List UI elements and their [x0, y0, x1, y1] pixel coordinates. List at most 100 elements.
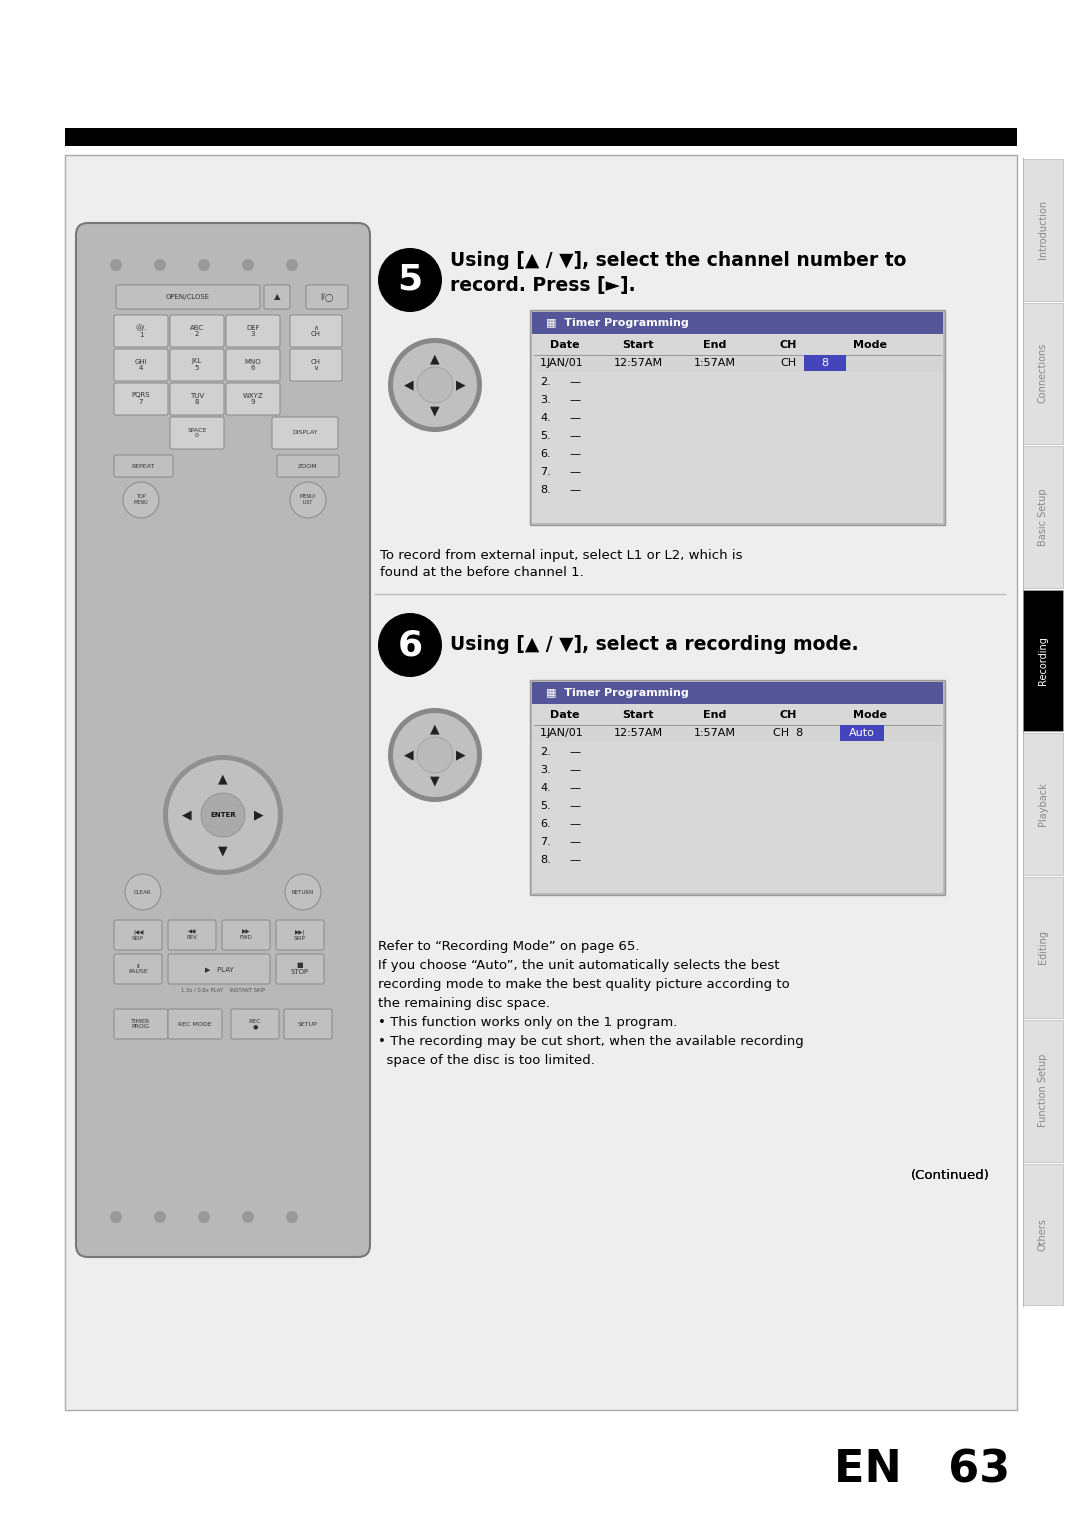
FancyBboxPatch shape — [276, 953, 324, 984]
Text: To record from external input, select L1 or L2, which is: To record from external input, select L1… — [380, 549, 743, 561]
Text: —: — — [569, 468, 581, 477]
Text: TIMER
PROG.: TIMER PROG. — [131, 1019, 151, 1030]
FancyBboxPatch shape — [168, 953, 270, 984]
Text: ENTER: ENTER — [211, 811, 235, 817]
Text: CH: CH — [780, 358, 796, 368]
Bar — [804, 354, 846, 371]
Text: 8: 8 — [822, 358, 828, 368]
Bar — [1023, 1021, 1063, 1161]
Bar — [1023, 877, 1063, 1018]
Circle shape — [123, 481, 159, 518]
Text: ZOOM: ZOOM — [298, 463, 318, 469]
Circle shape — [125, 874, 161, 911]
Text: ▲: ▲ — [218, 773, 228, 785]
Text: Mode: Mode — [853, 711, 887, 720]
Text: CH
∨: CH ∨ — [311, 359, 321, 371]
Text: PQRS
7: PQRS 7 — [132, 393, 150, 405]
Circle shape — [198, 260, 210, 270]
Text: TOP
MENU: TOP MENU — [134, 494, 148, 504]
FancyBboxPatch shape — [291, 315, 342, 347]
FancyBboxPatch shape — [272, 417, 338, 449]
Text: ABC
2: ABC 2 — [190, 324, 204, 338]
Circle shape — [163, 755, 283, 876]
Text: 8.: 8. — [540, 484, 551, 495]
Text: 1.: 1. — [540, 727, 551, 738]
Bar — [1023, 733, 1063, 874]
Text: 1:57AM: 1:57AM — [694, 727, 735, 738]
Text: 5: 5 — [397, 263, 422, 296]
FancyBboxPatch shape — [168, 1008, 222, 1039]
Text: Editing: Editing — [1038, 931, 1048, 964]
Text: (Continued): (Continued) — [912, 1169, 990, 1181]
Bar — [532, 724, 943, 743]
Text: CH: CH — [780, 711, 797, 720]
Text: ▦  Timer Programming: ▦ Timer Programming — [546, 318, 689, 329]
Circle shape — [168, 759, 278, 869]
Text: 7.: 7. — [540, 837, 551, 847]
FancyBboxPatch shape — [114, 384, 168, 416]
Text: 4.: 4. — [540, 413, 551, 423]
Bar — [532, 312, 943, 335]
FancyBboxPatch shape — [276, 455, 339, 477]
Text: EN   63: EN 63 — [834, 1449, 1010, 1491]
Text: REC MODE: REC MODE — [178, 1022, 212, 1027]
Text: Refer to “Recording Mode” on page 65.: Refer to “Recording Mode” on page 65. — [378, 940, 639, 953]
Bar — [532, 354, 943, 371]
Circle shape — [198, 1212, 210, 1222]
Circle shape — [110, 260, 122, 270]
FancyBboxPatch shape — [114, 455, 173, 477]
Bar — [1023, 159, 1063, 301]
Text: Recording: Recording — [1038, 636, 1048, 685]
Text: 3.: 3. — [540, 396, 551, 405]
FancyBboxPatch shape — [291, 348, 342, 380]
Text: ▲: ▲ — [430, 723, 440, 735]
Text: Using [▲ / ▼], select a recording mode.: Using [▲ / ▼], select a recording mode. — [450, 636, 859, 654]
Text: —: — — [569, 377, 581, 387]
Text: Mode: Mode — [853, 341, 887, 350]
FancyBboxPatch shape — [276, 920, 324, 950]
Text: ■
STOP: ■ STOP — [291, 963, 309, 975]
FancyBboxPatch shape — [116, 286, 260, 309]
Bar — [65, 154, 1017, 1410]
Bar — [532, 312, 943, 523]
FancyBboxPatch shape — [114, 920, 162, 950]
Text: ▼: ▼ — [218, 845, 228, 857]
Circle shape — [154, 1212, 166, 1222]
Text: —: — — [569, 837, 581, 847]
Text: ▼: ▼ — [430, 405, 440, 417]
Text: OPEN/CLOSE: OPEN/CLOSE — [166, 293, 210, 299]
FancyBboxPatch shape — [168, 920, 216, 950]
Text: End: End — [703, 341, 727, 350]
Text: —: — — [569, 396, 581, 405]
Text: ◀: ◀ — [404, 379, 414, 391]
Text: recording mode to make the best quality picture according to: recording mode to make the best quality … — [378, 978, 789, 992]
Text: TUV
8: TUV 8 — [190, 393, 204, 405]
Text: Using [▲ / ▼], select the channel number to: Using [▲ / ▼], select the channel number… — [450, 251, 906, 269]
Text: • The recording may be cut short, when the available recording: • The recording may be cut short, when t… — [378, 1034, 804, 1048]
Text: —: — — [569, 747, 581, 756]
FancyBboxPatch shape — [114, 315, 168, 347]
Text: 6.: 6. — [540, 819, 551, 830]
Circle shape — [201, 793, 245, 837]
Text: 1.3x / 0.8x PLAY    INSTANT SKIP: 1.3x / 0.8x PLAY INSTANT SKIP — [181, 989, 265, 993]
Text: If you choose “Auto”, the unit automatically selects the best: If you choose “Auto”, the unit automatic… — [378, 960, 780, 972]
Circle shape — [393, 714, 477, 798]
Text: 12:57AM: 12:57AM — [613, 358, 662, 368]
Text: 7.: 7. — [540, 468, 551, 477]
FancyBboxPatch shape — [114, 1008, 168, 1039]
Text: space of the disc is too limited.: space of the disc is too limited. — [378, 1054, 595, 1067]
Circle shape — [242, 260, 254, 270]
Text: —: — — [569, 782, 581, 793]
Circle shape — [393, 342, 477, 426]
Text: Playback: Playback — [1038, 782, 1048, 825]
Bar — [1023, 590, 1063, 730]
Text: • This function works only on the 1 program.: • This function works only on the 1 prog… — [378, 1016, 677, 1028]
FancyBboxPatch shape — [114, 348, 168, 380]
Text: CH  8: CH 8 — [773, 727, 804, 738]
Bar — [532, 681, 943, 704]
Bar — [1023, 1163, 1063, 1305]
Bar — [532, 681, 943, 892]
Bar — [65, 128, 1017, 147]
Text: 5.: 5. — [540, 431, 551, 442]
Text: JKL
5: JKL 5 — [192, 359, 202, 371]
